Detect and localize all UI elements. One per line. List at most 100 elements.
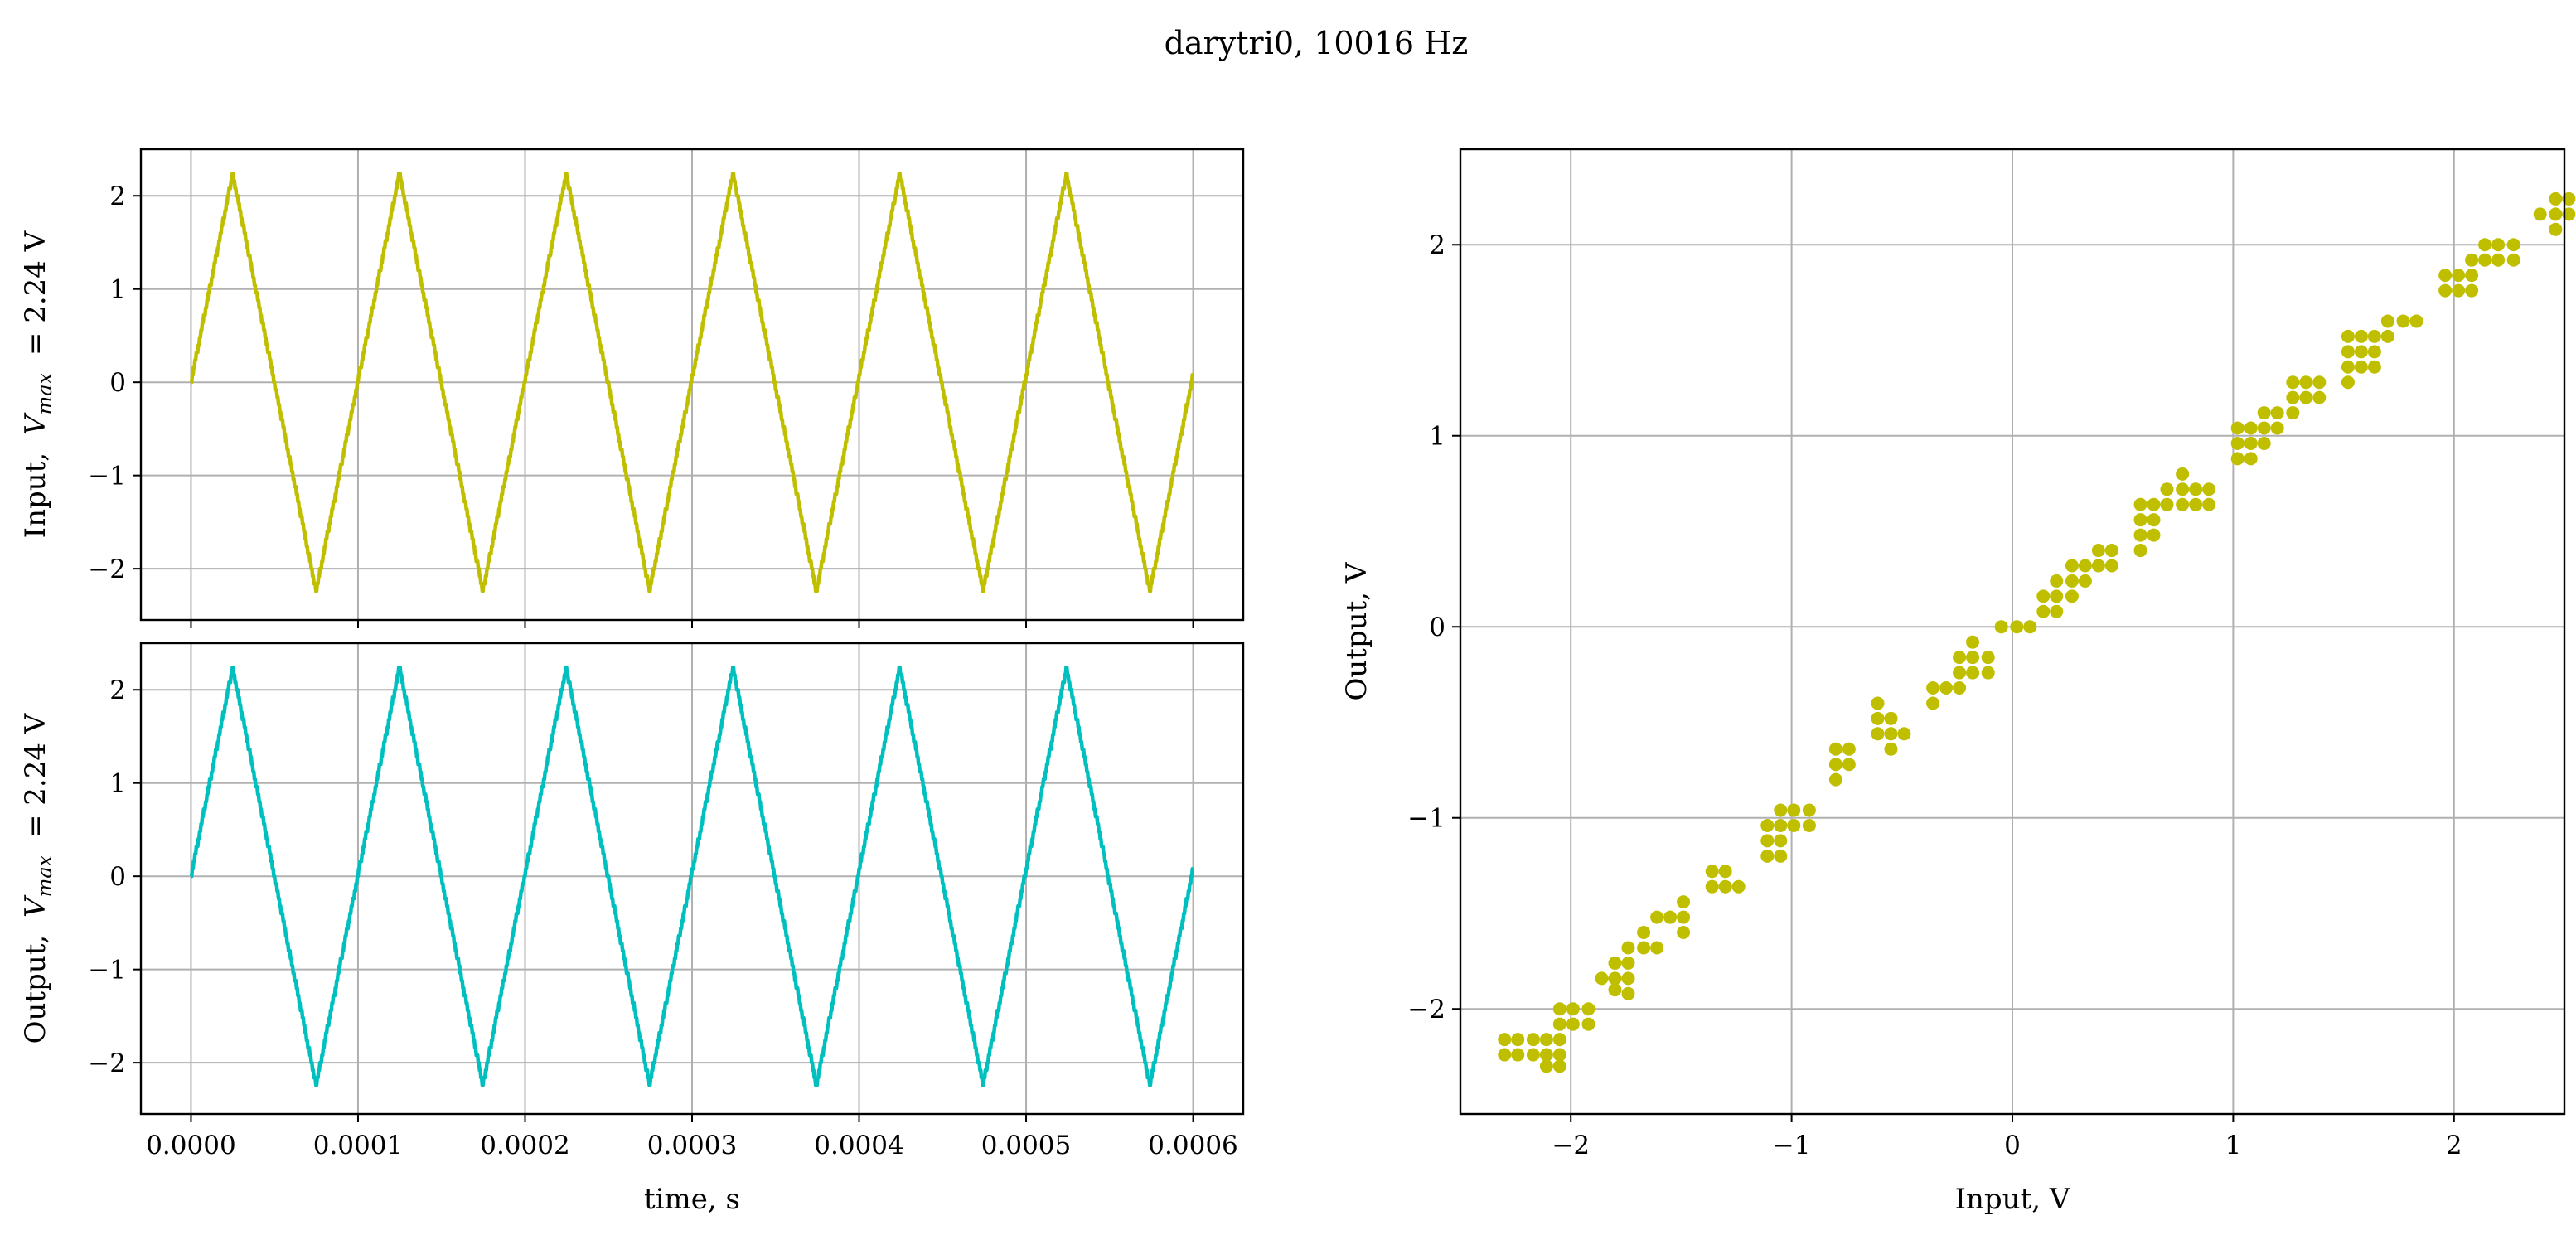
transfer-point bbox=[1802, 818, 1816, 832]
transfer-point bbox=[2562, 207, 2576, 221]
transfer-point bbox=[2312, 390, 2327, 404]
output-ticks: 0.0000 0.0001 0.0002 0.0003 0.0004 0.0005 0.00… bbox=[88, 676, 1237, 1160]
transfer-point bbox=[2176, 482, 2190, 496]
transfer-xtick-label: −1 bbox=[1773, 1131, 1811, 1160]
transfer-point bbox=[2133, 528, 2147, 542]
transfer-point bbox=[2010, 620, 2024, 634]
transfer-point bbox=[1677, 926, 1691, 940]
output-series-layer bbox=[190, 665, 1194, 1087]
transfer-point bbox=[1705, 864, 1719, 879]
transfer-point bbox=[1871, 727, 1885, 741]
transfer-point bbox=[1539, 1059, 1553, 1073]
transfer-point bbox=[2562, 191, 2576, 206]
transfer-point bbox=[2549, 207, 2563, 221]
transfer-point bbox=[2104, 544, 2118, 558]
transfer-point bbox=[2341, 360, 2355, 374]
transfer-point bbox=[1774, 849, 1788, 863]
transfer-ytick-label: −1 bbox=[1407, 804, 1445, 834]
transfer-point bbox=[2354, 329, 2368, 343]
transfer-point bbox=[2286, 390, 2300, 404]
transfer-point bbox=[1566, 1017, 1580, 1031]
transfer-point bbox=[2341, 345, 2355, 359]
transfer-point bbox=[2036, 604, 2051, 618]
transfer-point bbox=[2549, 222, 2563, 236]
transfer-point bbox=[2065, 559, 2079, 573]
transfer-point bbox=[2133, 513, 2147, 527]
transfer-point bbox=[1926, 696, 1940, 710]
transfer-point bbox=[2160, 497, 2174, 511]
transfer-point bbox=[1939, 681, 1954, 695]
input-ytick-label: −1 bbox=[88, 462, 126, 492]
transfer-point bbox=[2036, 589, 2051, 603]
transfer-point bbox=[1884, 711, 1898, 725]
transfer-point bbox=[1884, 727, 1898, 741]
transfer-point bbox=[1621, 971, 1635, 986]
output-time-plot: 0.0000 0.0001 0.0002 0.0003 0.0004 0.0005 0.00… bbox=[19, 642, 1245, 1216]
transfer-point bbox=[1539, 1048, 1553, 1062]
transfer-point bbox=[1677, 910, 1691, 924]
transfer-point bbox=[2244, 421, 2258, 435]
transfer-point bbox=[1966, 666, 1980, 680]
transfer-point bbox=[1498, 1048, 1512, 1062]
transfer-point bbox=[1677, 895, 1691, 909]
transfer-point bbox=[1953, 681, 1967, 695]
transfer-point bbox=[2050, 574, 2064, 588]
transfer-point bbox=[1526, 1048, 1540, 1062]
output-ytick-label: 2 bbox=[109, 676, 126, 705]
transfer-point bbox=[1621, 956, 1635, 970]
output-xtick-label: 0.0002 bbox=[480, 1131, 569, 1160]
transfer-point bbox=[1774, 803, 1788, 817]
transfer-ytick-label: 2 bbox=[1429, 230, 1445, 260]
transfer-xtick-label: 2 bbox=[2446, 1131, 2462, 1160]
transfer-point bbox=[1718, 864, 1732, 879]
transfer-point bbox=[2299, 375, 2313, 390]
transfer-point bbox=[1884, 742, 1898, 756]
transfer-point bbox=[2452, 269, 2466, 283]
transfer-plot: −2 −1 0 1 2 −2 −1 0 1 2 Output, V Input, V bbox=[1340, 148, 2576, 1216]
transfer-point bbox=[1608, 971, 1622, 986]
transfer-point bbox=[1663, 910, 1678, 924]
transfer-point bbox=[1526, 1033, 1540, 1047]
transfer-point bbox=[1897, 727, 1911, 741]
transfer-point bbox=[2270, 421, 2284, 435]
input-ylabel: Input, Vmax = 2.24 V bbox=[19, 230, 59, 538]
input-ytick-label: 2 bbox=[109, 182, 126, 211]
transfer-point bbox=[2176, 497, 2190, 511]
transfer-point bbox=[1637, 941, 1651, 955]
transfer-point bbox=[2244, 436, 2258, 450]
transfer-point bbox=[2078, 574, 2092, 588]
transfer-point bbox=[1828, 742, 1842, 756]
transfer-series-layer bbox=[1498, 191, 2576, 1073]
input-ytick-label: 0 bbox=[109, 368, 126, 398]
transfer-point bbox=[2189, 497, 2203, 511]
transfer-point bbox=[2091, 544, 2105, 558]
output-xtick-label: 0.0003 bbox=[647, 1131, 737, 1160]
input-time-plot: −2 −1 0 1 2 Input, Vmax = 2.24 V bbox=[19, 148, 1245, 628]
transfer-point bbox=[1953, 651, 1967, 665]
output-xtick-label: 0.0000 bbox=[146, 1131, 235, 1160]
transfer-point bbox=[1774, 834, 1788, 848]
output-ylabel: Output, Vmax = 2.24 V bbox=[19, 712, 59, 1044]
transfer-point bbox=[2230, 436, 2244, 450]
transfer-point bbox=[1581, 1002, 1595, 1016]
transfer-point bbox=[2380, 329, 2394, 343]
output-signal-line bbox=[190, 665, 1194, 1087]
transfer-point bbox=[1787, 818, 1801, 832]
transfer-ticks: −2 −1 0 1 2 −2 −1 0 1 2 bbox=[1407, 230, 2462, 1160]
transfer-point bbox=[2257, 406, 2271, 420]
input-ticks: −2 −1 0 1 2 bbox=[88, 182, 1194, 628]
input-signal-line bbox=[190, 171, 1194, 593]
transfer-point bbox=[2091, 559, 2105, 573]
output-xtick-label: 0.0006 bbox=[1148, 1131, 1237, 1160]
transfer-point bbox=[2078, 559, 2092, 573]
transfer-point bbox=[1926, 681, 1940, 695]
transfer-point bbox=[1539, 1033, 1553, 1047]
transfer-point bbox=[1552, 1002, 1566, 1016]
transfer-point bbox=[2133, 544, 2147, 558]
transfer-point bbox=[2465, 283, 2479, 298]
transfer-point bbox=[2176, 467, 2190, 481]
transfer-point bbox=[1842, 758, 1856, 772]
transfer-point bbox=[2533, 207, 2547, 221]
transfer-point bbox=[2491, 253, 2506, 267]
transfer-point bbox=[1760, 834, 1775, 848]
